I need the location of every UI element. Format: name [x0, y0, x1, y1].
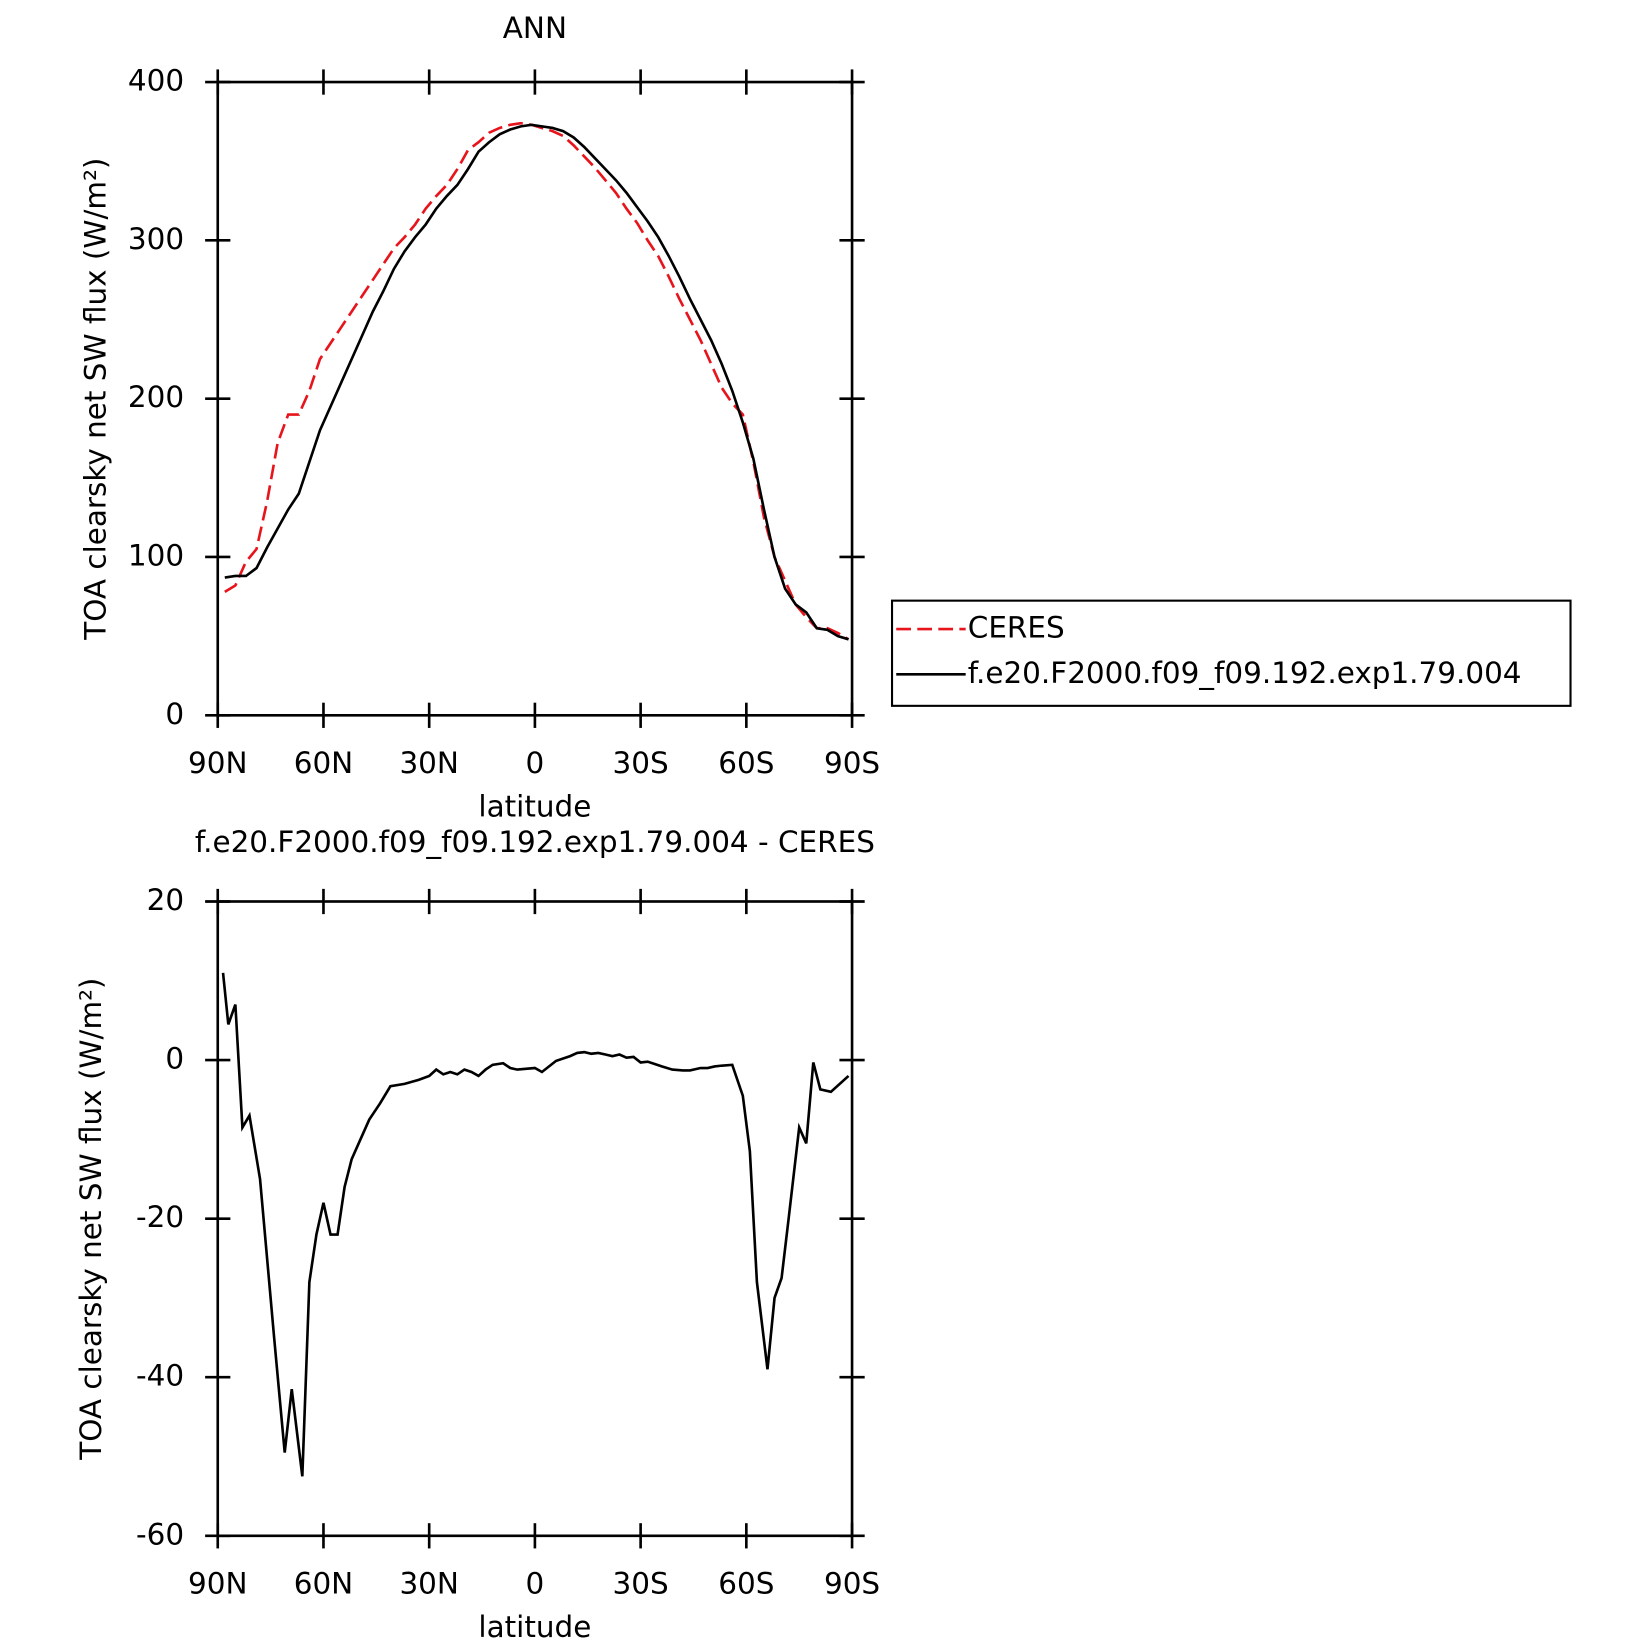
- x-tick-label: 0: [526, 746, 545, 780]
- x-tick-label: 60S: [718, 1567, 774, 1601]
- x-tick-label: 60N: [294, 746, 353, 780]
- x-tick-label: 90N: [188, 746, 247, 780]
- series-line: [224, 123, 849, 641]
- series-line: [221, 972, 850, 1477]
- y-tick-label: 200: [128, 380, 184, 414]
- x-tick-label: 90S: [824, 746, 880, 780]
- x-tick-label: 90S: [824, 1567, 880, 1601]
- x-tick-label: 60S: [718, 746, 774, 780]
- x-axis-label: latitude: [478, 1610, 591, 1641]
- plot-frame: [216, 900, 854, 1538]
- plot-frame: [216, 80, 854, 717]
- x-axis-label: latitude: [478, 789, 591, 823]
- x-tick-label: 90N: [188, 1567, 247, 1601]
- x-tick-label: 0: [526, 1567, 545, 1601]
- chart-title: ANN: [503, 11, 567, 45]
- y-tick-label: 100: [128, 538, 184, 572]
- y-axis-label: TOA clearsky net SW flux (W/m²): [78, 158, 112, 641]
- x-tick-label: 30S: [613, 1567, 669, 1601]
- y-tick-label: -20: [136, 1200, 184, 1234]
- x-tick-label: 30N: [399, 1567, 458, 1601]
- series-line: [224, 121, 850, 641]
- legend-box: [890, 599, 1572, 707]
- y-axis-label: TOA clearsky net SW flux (W/m²): [74, 978, 108, 1461]
- x-tick-label: 60N: [294, 1567, 353, 1601]
- legend-label: f.e20.F2000.f09_f09.192.exp1.79.004: [968, 656, 1522, 690]
- y-tick-label: 0: [165, 697, 184, 731]
- y-tick-label: -60: [136, 1517, 184, 1551]
- y-tick-label: -40: [136, 1359, 184, 1393]
- y-tick-label: 400: [128, 64, 184, 98]
- y-tick-label: 0: [165, 1042, 184, 1076]
- x-tick-label: 30S: [613, 746, 669, 780]
- x-tick-label: 30N: [399, 746, 458, 780]
- legend-label: CERES: [968, 611, 1065, 645]
- chart-title: f.e20.F2000.f09_f09.192.exp1.79.004 - CE…: [195, 825, 875, 859]
- y-tick-label: 20: [147, 883, 184, 917]
- y-tick-label: 300: [128, 222, 184, 256]
